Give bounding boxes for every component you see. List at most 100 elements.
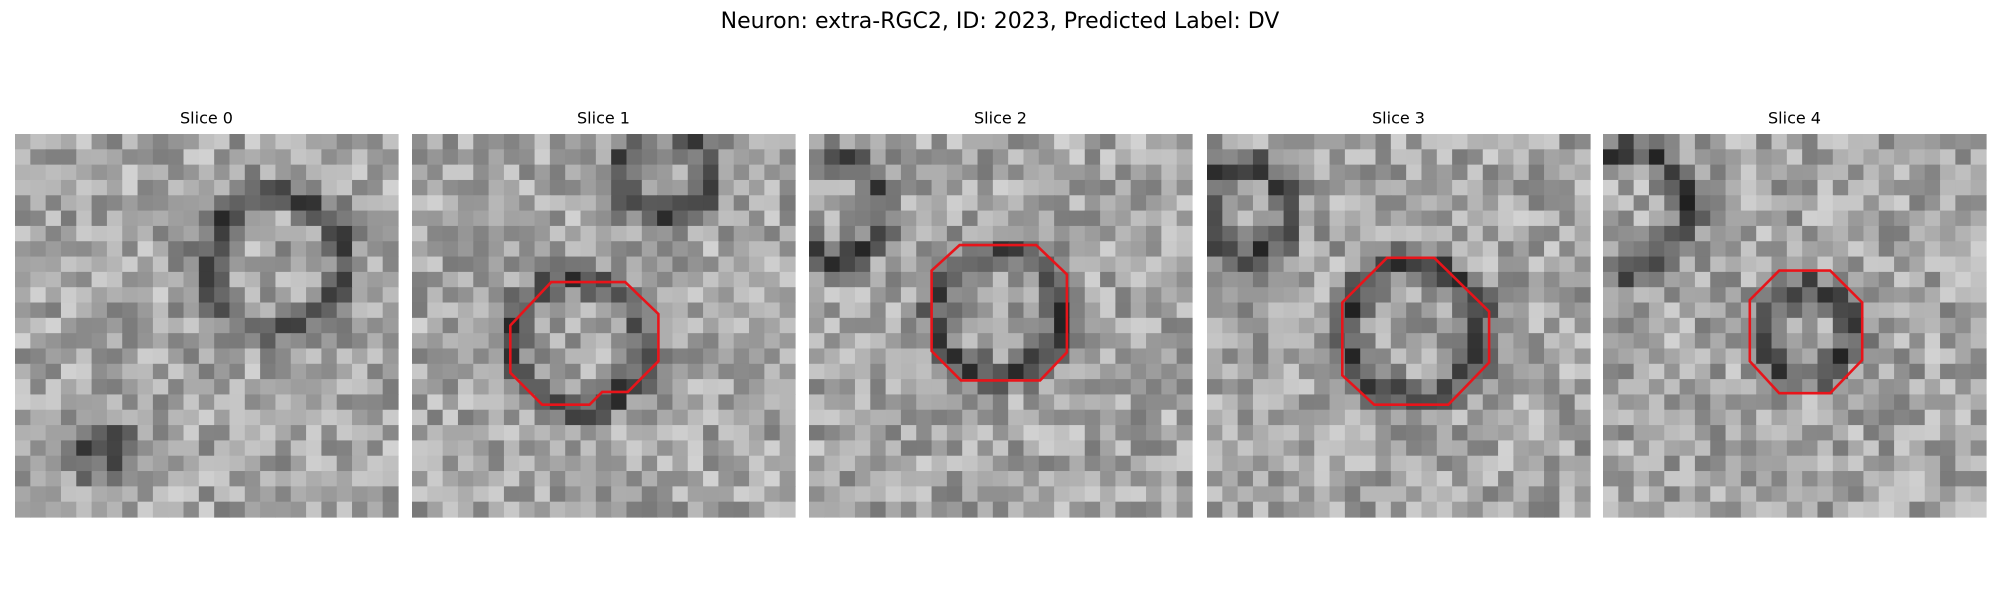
image-pixel bbox=[1084, 501, 1101, 518]
image-pixel bbox=[1360, 486, 1377, 503]
image-pixel bbox=[1329, 394, 1346, 411]
image-pixel bbox=[1375, 333, 1392, 350]
image-pixel bbox=[992, 440, 1009, 457]
image-pixel bbox=[1283, 287, 1300, 304]
image-pixel bbox=[91, 134, 108, 150]
image-pixel bbox=[1008, 179, 1025, 196]
image-pixel bbox=[549, 333, 566, 350]
image-pixel bbox=[1574, 409, 1591, 426]
image-pixel bbox=[352, 241, 368, 258]
image-pixel bbox=[916, 271, 933, 288]
image-pixel bbox=[1360, 348, 1377, 365]
image-pixel bbox=[1618, 425, 1635, 441]
image-pixel bbox=[1329, 256, 1346, 273]
image-pixel bbox=[657, 394, 674, 411]
image-pixel bbox=[1054, 455, 1071, 472]
image-pixel bbox=[718, 195, 735, 212]
image-pixel bbox=[1694, 379, 1711, 396]
image-pixel bbox=[1298, 501, 1315, 518]
image-pixel bbox=[1832, 302, 1849, 319]
panel-title: Slice 3 bbox=[1372, 109, 1425, 128]
image-pixel bbox=[962, 164, 979, 181]
image-pixel bbox=[1970, 225, 1987, 242]
image-pixel bbox=[1268, 225, 1285, 242]
image-pixel bbox=[45, 455, 62, 472]
image-pixel bbox=[992, 348, 1009, 365]
image-pixel bbox=[534, 379, 551, 396]
image-pixel bbox=[1955, 317, 1972, 334]
image-pixel bbox=[749, 271, 765, 288]
image-pixel bbox=[1268, 210, 1285, 227]
image-pixel bbox=[1771, 195, 1788, 212]
image-pixel bbox=[824, 501, 841, 518]
image-pixel bbox=[1694, 210, 1711, 227]
image-pixel bbox=[183, 471, 200, 487]
image-pixel bbox=[1832, 210, 1849, 227]
image-pixel bbox=[1100, 501, 1116, 518]
image-pixel bbox=[336, 409, 353, 426]
image-pixel bbox=[733, 317, 750, 334]
image-pixel bbox=[137, 486, 154, 503]
image-pixel bbox=[718, 363, 735, 380]
image-pixel bbox=[1970, 409, 1987, 426]
image-pixel bbox=[824, 363, 841, 380]
image-pixel bbox=[152, 302, 169, 319]
image-pixel bbox=[1207, 501, 1223, 518]
image-pixel bbox=[382, 256, 399, 273]
image-pixel bbox=[76, 179, 93, 196]
image-pixel bbox=[718, 164, 735, 181]
image-pixel bbox=[549, 271, 566, 288]
image-pixel bbox=[764, 287, 781, 304]
image-pixel bbox=[1940, 333, 1956, 350]
image-pixel bbox=[152, 149, 169, 166]
image-pixel bbox=[106, 225, 123, 242]
image-pixel bbox=[1298, 471, 1315, 487]
image-pixel bbox=[260, 486, 277, 503]
image-pixel bbox=[1176, 486, 1193, 503]
image-pixel bbox=[1008, 348, 1025, 365]
image-pixel bbox=[733, 363, 750, 380]
image-pixel bbox=[1406, 195, 1423, 212]
image-pixel bbox=[672, 271, 689, 288]
image-pixel bbox=[1390, 501, 1407, 518]
image-pixel bbox=[672, 363, 689, 380]
image-pixel bbox=[749, 179, 765, 196]
image-pixel bbox=[1054, 471, 1071, 487]
image-pixel bbox=[519, 425, 536, 441]
image-pixel bbox=[626, 363, 643, 380]
image-pixel bbox=[1176, 363, 1193, 380]
image-pixel bbox=[1329, 210, 1346, 227]
image-pixel bbox=[1176, 394, 1193, 411]
image-pixel bbox=[1100, 317, 1116, 334]
image-pixel bbox=[900, 179, 917, 196]
image-pixel bbox=[962, 256, 979, 273]
image-pixel bbox=[595, 425, 612, 441]
image-pixel bbox=[749, 501, 765, 518]
image-pixel bbox=[1513, 348, 1530, 365]
image-pixel bbox=[565, 379, 582, 396]
image-pixel bbox=[1633, 455, 1650, 472]
image-pixel bbox=[1084, 195, 1101, 212]
image-pixel bbox=[1894, 471, 1910, 487]
image-pixel bbox=[1498, 486, 1514, 503]
image-pixel bbox=[1725, 363, 1742, 380]
image-pixel bbox=[382, 149, 399, 166]
image-pixel bbox=[1633, 379, 1650, 396]
image-pixel bbox=[977, 302, 994, 319]
image-pixel bbox=[580, 287, 597, 304]
image-pixel bbox=[1467, 134, 1484, 150]
image-pixel bbox=[641, 149, 658, 166]
image-pixel bbox=[1970, 317, 1987, 334]
image-pixel bbox=[1878, 440, 1895, 457]
image-pixel bbox=[1756, 302, 1773, 319]
image-pixel bbox=[214, 455, 231, 472]
image-pixel bbox=[1222, 455, 1239, 472]
image-pixel bbox=[1559, 379, 1576, 396]
image-pixel bbox=[703, 486, 719, 503]
image-pixel bbox=[1482, 363, 1499, 380]
image-pixel bbox=[1252, 134, 1269, 150]
image-pixel bbox=[1848, 501, 1865, 518]
image-pixel bbox=[183, 409, 200, 426]
image-pixel bbox=[183, 271, 200, 288]
image-pixel bbox=[1252, 363, 1269, 380]
